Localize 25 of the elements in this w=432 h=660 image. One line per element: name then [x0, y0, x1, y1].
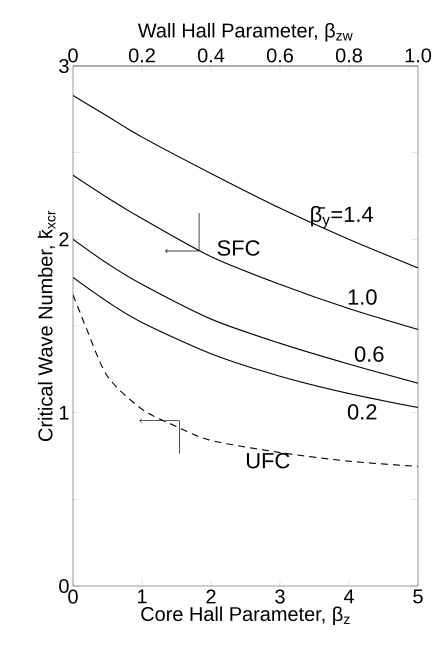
y-tick-label: 3	[59, 58, 69, 74]
x-tick-label: 1	[138, 590, 147, 604]
x2-tick-label: 0.6	[266, 48, 293, 62]
series-label: 1.0	[348, 289, 377, 305]
x2-tick-label: 0	[68, 48, 78, 62]
x-tick-label: 3	[275, 590, 285, 604]
x2-tick-label: 0.4	[198, 48, 224, 62]
x-tick-label: 5	[413, 590, 423, 604]
annotation: SFC	[218, 240, 260, 256]
series-label: 0.6	[354, 346, 384, 362]
x-tick-label: 4	[344, 590, 354, 604]
x2-tick-label: 0.2	[128, 48, 155, 62]
series-label: UFC	[246, 452, 290, 468]
x2-axis-title: Wall Hall Parameter, β$_{zw}$	[138, 22, 353, 42]
series-label: β̄$_{y}$=1.4	[311, 206, 374, 228]
x2-tick-label: 0.8	[336, 48, 362, 62]
x-tick-label: 2	[206, 590, 216, 604]
x2-tick-label: 1.0	[406, 48, 432, 62]
y-tick-label: 2	[59, 232, 68, 246]
y-tick-label: 1	[60, 406, 69, 420]
x-tick-label: 0	[68, 590, 78, 604]
x-axis-title: Core Hall Parameter, β$_{z}$	[141, 606, 350, 626]
y-tick-label: 0	[59, 578, 69, 594]
y-axis-title: Critical Wave Number, k̄$_{xcr}$	[38, 210, 56, 442]
series-label: 0.2	[348, 404, 376, 420]
